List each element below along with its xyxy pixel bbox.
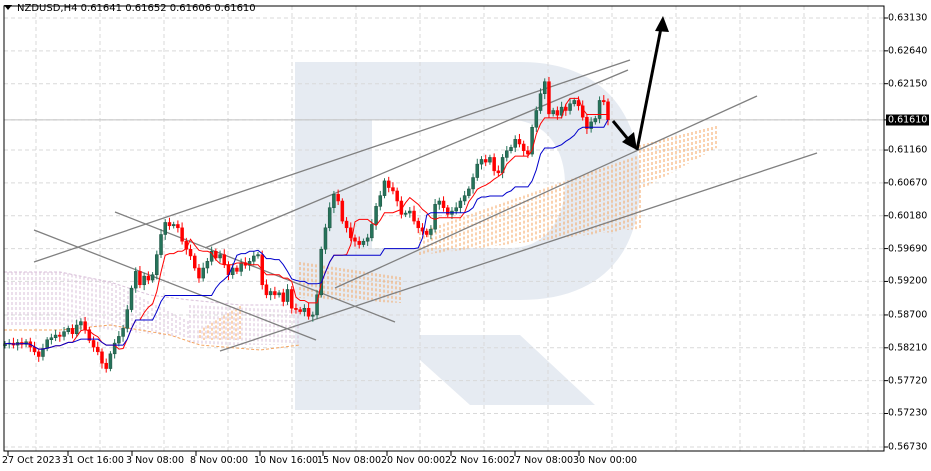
time-tick-label: 20 Nov 00:00 — [381, 455, 446, 466]
ichimoku-lines — [4, 97, 609, 350]
time-tick-label: 10 Nov 16:00 — [254, 455, 319, 466]
trendlines[interactable] — [33, 59, 818, 352]
price-tick-label: 0.57230 — [888, 407, 928, 419]
price-tick-label: 0.63130 — [888, 12, 928, 24]
price-tick-label: 0.59690 — [888, 243, 928, 255]
chart-grid — [4, 6, 884, 451]
time-tick-label: 3 Nov 08:00 — [126, 455, 185, 466]
current-price-label: 0.61610 — [886, 114, 930, 126]
open-price: 0.61641 — [80, 3, 123, 14]
forecast-arrows[interactable] — [611, 16, 669, 151]
dropdown-triangle-icon[interactable] — [4, 5, 12, 10]
price-tick-label: 0.62640 — [888, 45, 928, 57]
time-tick-label: 30 Nov 00:00 — [573, 455, 638, 466]
price-tick-label: 0.59200 — [888, 275, 928, 287]
close-price: 0.61610 — [214, 3, 256, 14]
price-tick-label: 0.60180 — [888, 210, 928, 222]
price-tick-label: 0.58700 — [888, 309, 928, 321]
symbol-label: NZDUSD,H4 — [17, 3, 78, 14]
time-tick-label: 15 Nov 08:00 — [317, 455, 382, 466]
price-tick-label: 0.61160 — [888, 144, 928, 156]
ichimoku-cloud — [3, 126, 717, 351]
low-price: 0.61606 — [169, 3, 212, 14]
time-tick-label: 27 Oct 2023 — [2, 455, 61, 466]
time-tick-label: 8 Nov 00:00 — [190, 455, 249, 466]
price-tick-label: 0.57720 — [888, 375, 928, 387]
price-tick-label: 0.56730 — [888, 441, 928, 453]
time-tick-label: 27 Nov 08:00 — [509, 455, 574, 466]
chart-title: NZDUSD,H4 0.61641 0.61652 0.61606 0.6161… — [4, 3, 256, 14]
high-price: 0.61652 — [125, 3, 167, 14]
price-tick-label: 0.60670 — [888, 177, 928, 189]
time-tick-label: 31 Oct 16:00 — [62, 455, 124, 466]
chart-axes — [3, 5, 888, 456]
time-tick-label: 22 Nov 16:00 — [445, 455, 510, 466]
price-tick-label: 0.58210 — [888, 342, 928, 354]
price-tick-label: 0.62150 — [888, 78, 928, 90]
